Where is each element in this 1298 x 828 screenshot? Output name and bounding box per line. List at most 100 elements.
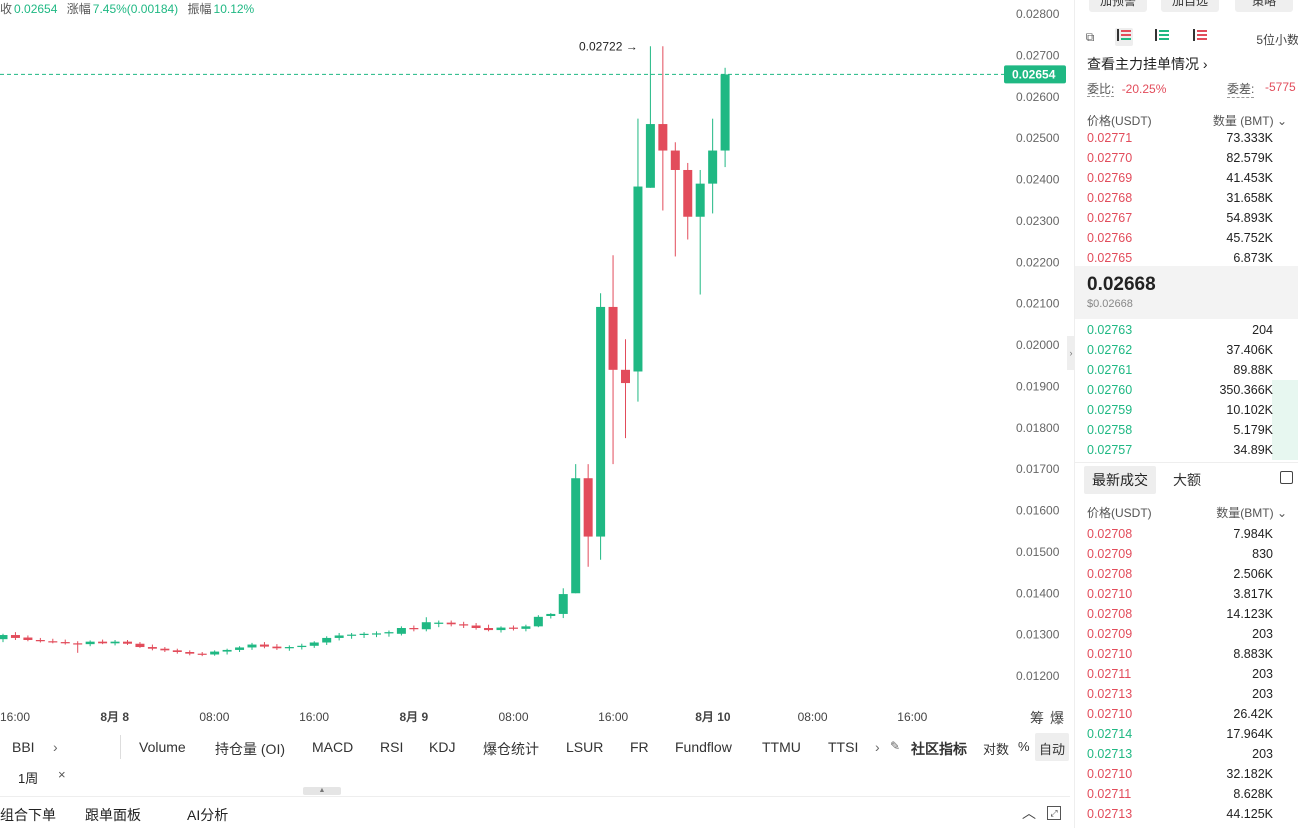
ask-row[interactable]: 0.02771 73.333K xyxy=(1075,128,1298,148)
bid-qty: 204 xyxy=(1252,323,1273,337)
candle xyxy=(459,621,469,629)
y-tick-label: 0.02300 xyxy=(1016,214,1060,228)
bid-qty: 89.88K xyxy=(1233,363,1273,377)
bid-row[interactable]: 0.02757 34.89K xyxy=(1075,440,1298,460)
bid-row[interactable]: 0.02762 37.406K xyxy=(1075,340,1298,360)
candle-body xyxy=(123,641,132,644)
trade-qty: 8.883K xyxy=(1233,647,1273,661)
tab-combo-order[interactable]: 组合下单 xyxy=(0,807,56,823)
candle-body xyxy=(48,641,58,643)
percent-scale-toggle[interactable]: % xyxy=(1018,739,1030,754)
ask-row[interactable]: 0.02766 45.752K xyxy=(1075,228,1298,248)
trade-qty-header-select[interactable]: 数量(BMT) ⌄ xyxy=(1216,504,1287,521)
indicator-liquidation[interactable]: 爆仓统计 xyxy=(483,741,539,757)
candle-body xyxy=(720,74,730,151)
trade-row: 0.02711 203 xyxy=(1075,664,1298,684)
panel-drag-handle[interactable]: ▲ xyxy=(303,787,341,795)
bid-depth-bar xyxy=(1272,420,1298,440)
large-trades-checkbox[interactable] xyxy=(1280,471,1293,484)
expand-icon[interactable]: ⤢ xyxy=(1047,806,1061,820)
time-axis[interactable]: 16:00 8月 8 08:00 16:00 8月 9 08:00 16:00 8月 10 08… xyxy=(0,710,928,724)
bid-price: 0.02763 xyxy=(1087,323,1133,337)
bid-row[interactable]: 0.02759 10.102K xyxy=(1075,400,1298,420)
trade-price: 0.02714 xyxy=(1087,727,1133,741)
indicator-kdj[interactable]: KDJ xyxy=(429,739,456,755)
qty-header-select[interactable]: 数量 (BMT) ⌄ xyxy=(1213,112,1287,129)
indicator-volume[interactable]: Volume xyxy=(139,739,186,755)
main-orders-link[interactable]: 查看主力挂单情况 › xyxy=(1087,54,1208,74)
chevron-right-icon[interactable]: › xyxy=(53,739,58,755)
y-tick-label: 0.01700 xyxy=(1016,462,1060,476)
candle-body xyxy=(608,306,618,370)
auto-scale-toggle[interactable]: 自动 xyxy=(1035,733,1070,761)
period-tag[interactable]: 1周 xyxy=(18,771,39,786)
view-both-icon[interactable] xyxy=(1115,28,1133,46)
log-scale-toggle[interactable]: 对数 xyxy=(983,742,1010,757)
tab-latest-trades[interactable]: 最新成交 xyxy=(1084,466,1156,494)
trade-row: 0.02713 44.125K xyxy=(1075,804,1298,824)
tab-ai-analysis[interactable]: AI分析 xyxy=(187,807,229,823)
candle xyxy=(60,639,70,645)
ask-row[interactable]: 0.02765 6.873K xyxy=(1075,248,1298,268)
trade-price: 0.02711 xyxy=(1087,667,1132,681)
close-value: 0.02654 xyxy=(14,2,58,16)
indicator-fr[interactable]: FR xyxy=(630,739,649,755)
tab-copy-trading[interactable]: 跟单面板 xyxy=(85,807,141,823)
popout-icon[interactable]: ⧉ xyxy=(1085,30,1095,44)
candle xyxy=(546,613,556,619)
precision-select[interactable]: 5位小数 xyxy=(1256,33,1298,47)
view-bids-icon[interactable] xyxy=(1153,28,1171,46)
ask-price: 0.02768 xyxy=(1087,191,1133,205)
candlestick-chart[interactable]: 0.02800 0.02700 0.02600 0.02500 0.02400 0.023… xyxy=(0,0,1070,730)
candle-body xyxy=(0,635,8,640)
price-axis[interactable]: 0.02800 0.02700 0.02600 0.02500 0.02400 0.023… xyxy=(1016,7,1060,683)
bid-row[interactable]: 0.02763 204 xyxy=(1075,320,1298,340)
candle xyxy=(73,641,83,653)
ask-row[interactable]: 0.02767 54.893K xyxy=(1075,208,1298,228)
indicator-rsi[interactable]: RSI xyxy=(380,739,404,755)
collapse-icon[interactable]: ︿ xyxy=(1022,805,1036,821)
candle xyxy=(421,617,431,632)
ratio-value: -20.25% xyxy=(1121,82,1167,96)
candle-body xyxy=(197,653,207,655)
candle xyxy=(322,636,332,645)
candle xyxy=(496,626,506,633)
community-indicators[interactable]: 社区指标 xyxy=(911,741,967,757)
ask-row[interactable]: 0.02768 31.658K xyxy=(1075,188,1298,208)
tab-large-trades[interactable]: 大额 xyxy=(1173,472,1201,488)
add-alert-button[interactable]: 加预警 xyxy=(1089,0,1147,12)
candle-body xyxy=(571,478,581,594)
indicator-bbi[interactable]: BBI xyxy=(12,739,35,755)
candle-body xyxy=(185,652,195,654)
indicator-bar: BBI › Volume 持仓量 (OI) MACD RSI KDJ 爆仓统计 … xyxy=(0,733,1070,761)
panel-collapse-handle[interactable]: › xyxy=(1067,336,1075,370)
candle xyxy=(197,652,207,657)
candle-body xyxy=(259,644,269,647)
trade-row: 0.02714 17.964K xyxy=(1075,724,1298,744)
ask-row[interactable]: 0.02769 41.453K xyxy=(1075,168,1298,188)
strategy-button[interactable]: 策略 xyxy=(1235,0,1293,12)
bid-row[interactable]: 0.02760 350.366K xyxy=(1075,380,1298,400)
candle xyxy=(135,642,145,648)
y-tick-label: 0.02000 xyxy=(1016,338,1060,352)
indicator-fundflow[interactable]: Fundflow xyxy=(675,739,732,755)
indicator-ttmu[interactable]: TTMU xyxy=(762,739,801,755)
bid-row[interactable]: 0.02758 5.179K xyxy=(1075,420,1298,440)
edit-icon[interactable]: ✎ xyxy=(890,739,901,753)
indicator-lsur[interactable]: LSUR xyxy=(566,739,604,755)
bid-depth-bar xyxy=(1272,440,1298,460)
view-asks-icon[interactable] xyxy=(1191,28,1209,46)
trade-row: 0.02708 7.984K xyxy=(1075,524,1298,544)
add-watchlist-button[interactable]: 加自选 xyxy=(1161,0,1219,12)
close-icon[interactable]: × xyxy=(58,767,66,782)
divider xyxy=(120,735,121,759)
trade-price: 0.02709 xyxy=(1087,627,1133,641)
trade-qty: 203 xyxy=(1252,687,1273,701)
ask-row[interactable]: 0.02770 82.579K xyxy=(1075,148,1298,168)
bid-row[interactable]: 0.02761 89.88K xyxy=(1075,360,1298,380)
chevron-right-icon[interactable]: › xyxy=(875,739,880,755)
indicator-macd[interactable]: MACD xyxy=(312,739,354,755)
indicator-ttsi[interactable]: TTSI xyxy=(828,739,859,755)
indicator-oi[interactable]: 持仓量 (OI) xyxy=(215,741,285,757)
